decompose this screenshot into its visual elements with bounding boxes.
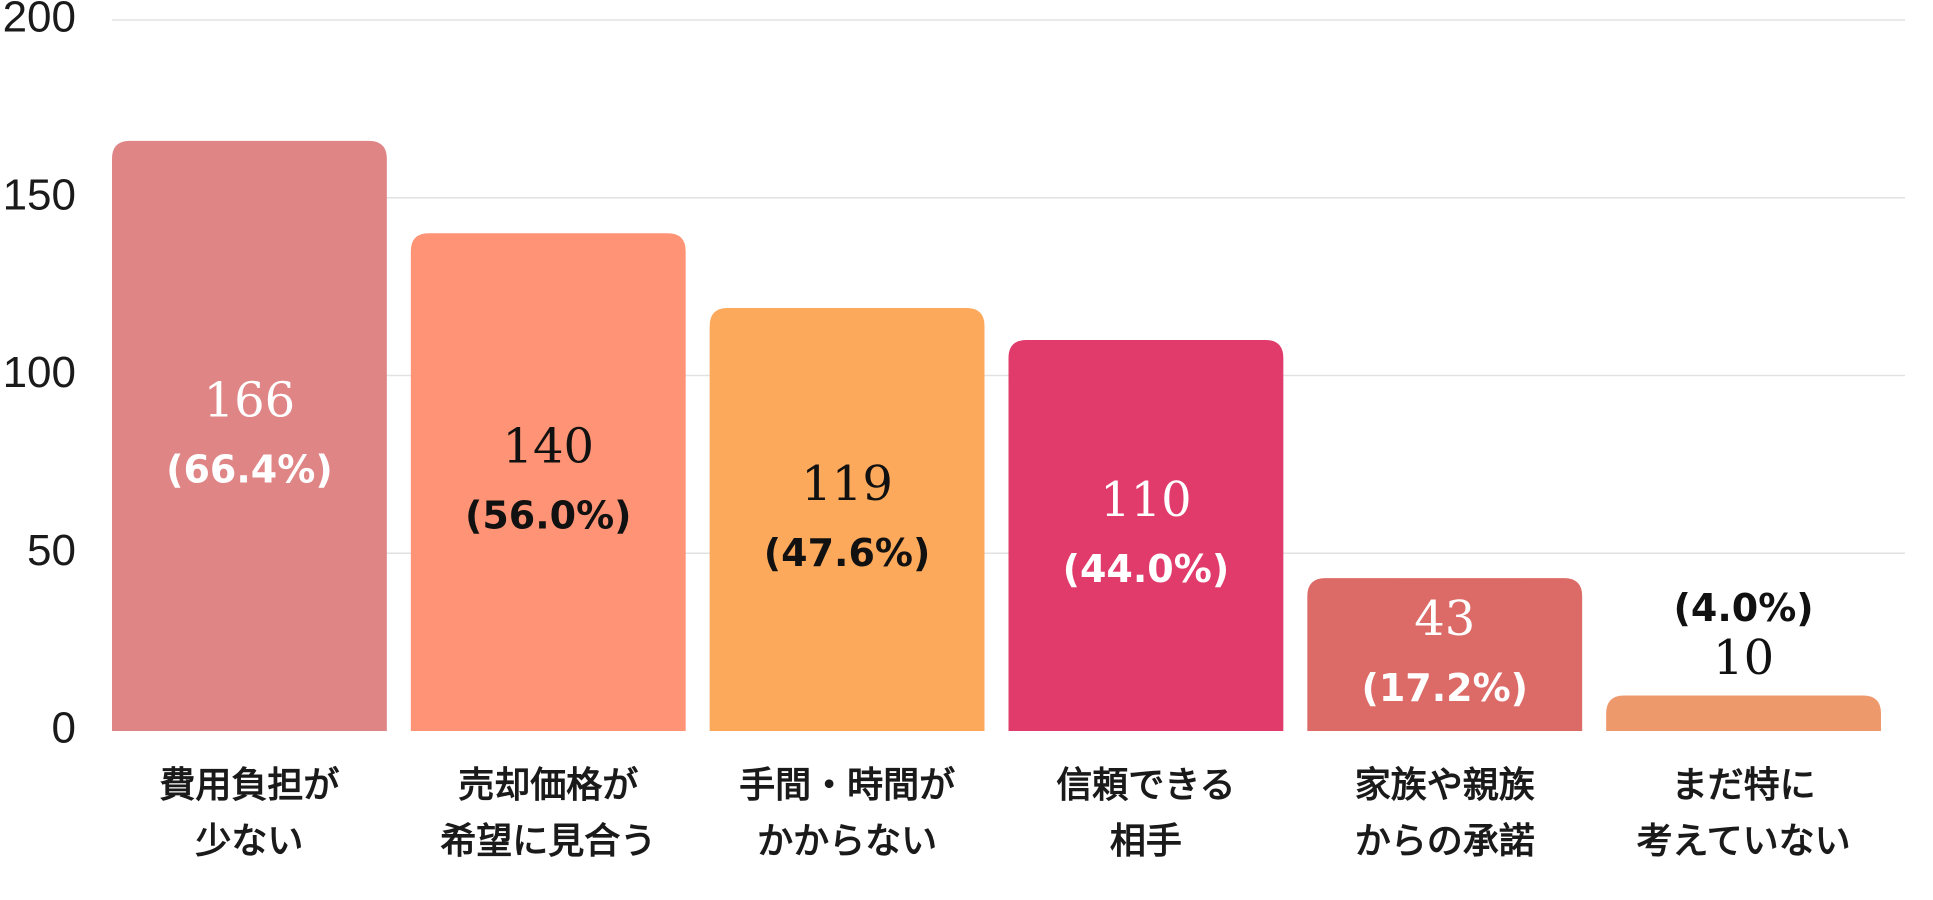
- value-label: 119: [801, 456, 893, 512]
- category-label: 少ない: [195, 821, 303, 862]
- category-label: 希望に見合う: [440, 821, 656, 862]
- category-label: 家族や親族: [1355, 765, 1535, 806]
- y-axis-ticks: 0 50 100 150 200: [3, 0, 76, 753]
- y-tick-label: 200: [3, 0, 76, 42]
- category-label: 信頼できる: [1056, 765, 1235, 806]
- category-label: かからない: [757, 821, 937, 862]
- y-tick-label: 50: [27, 526, 76, 575]
- category-label: まだ特に: [1672, 765, 1816, 806]
- percent-label: (4.0%): [1674, 586, 1814, 630]
- bars: [112, 140, 1881, 732]
- bar: [410, 233, 686, 732]
- bar: [1008, 339, 1284, 731]
- value-label: 110: [1100, 472, 1192, 528]
- percent-label: (44.0%): [1063, 547, 1230, 591]
- category-label: からの承諾: [1355, 821, 1535, 862]
- category-label: 売却価格が: [458, 765, 638, 806]
- data-labels: 166 (66.4%) 140 (56.0%) 119 (47.6%) 110 (44.0%)…: [166, 372, 1814, 710]
- category-label: 相手: [1110, 821, 1182, 862]
- value-label: 43: [1414, 591, 1475, 647]
- y-tick-label: 0: [52, 704, 76, 753]
- percent-label: (17.2%): [1361, 666, 1528, 710]
- value-label: 10: [1713, 630, 1774, 686]
- percent-label: (66.4%): [166, 447, 333, 491]
- bar: [1606, 695, 1881, 731]
- category-label: 考えていない: [1636, 821, 1850, 862]
- value-label: 140: [502, 419, 594, 475]
- percent-label: (56.0%): [465, 494, 632, 538]
- bar: [709, 307, 985, 731]
- y-tick-label: 100: [3, 348, 76, 397]
- bar: [1307, 578, 1583, 731]
- bar: [112, 140, 387, 731]
- y-tick-label: 150: [3, 170, 76, 219]
- category-label: 費用負担が: [159, 765, 339, 806]
- value-label: 166: [204, 372, 296, 428]
- percent-label: (47.6%): [764, 531, 931, 575]
- category-label: 手間・時間が: [739, 765, 955, 806]
